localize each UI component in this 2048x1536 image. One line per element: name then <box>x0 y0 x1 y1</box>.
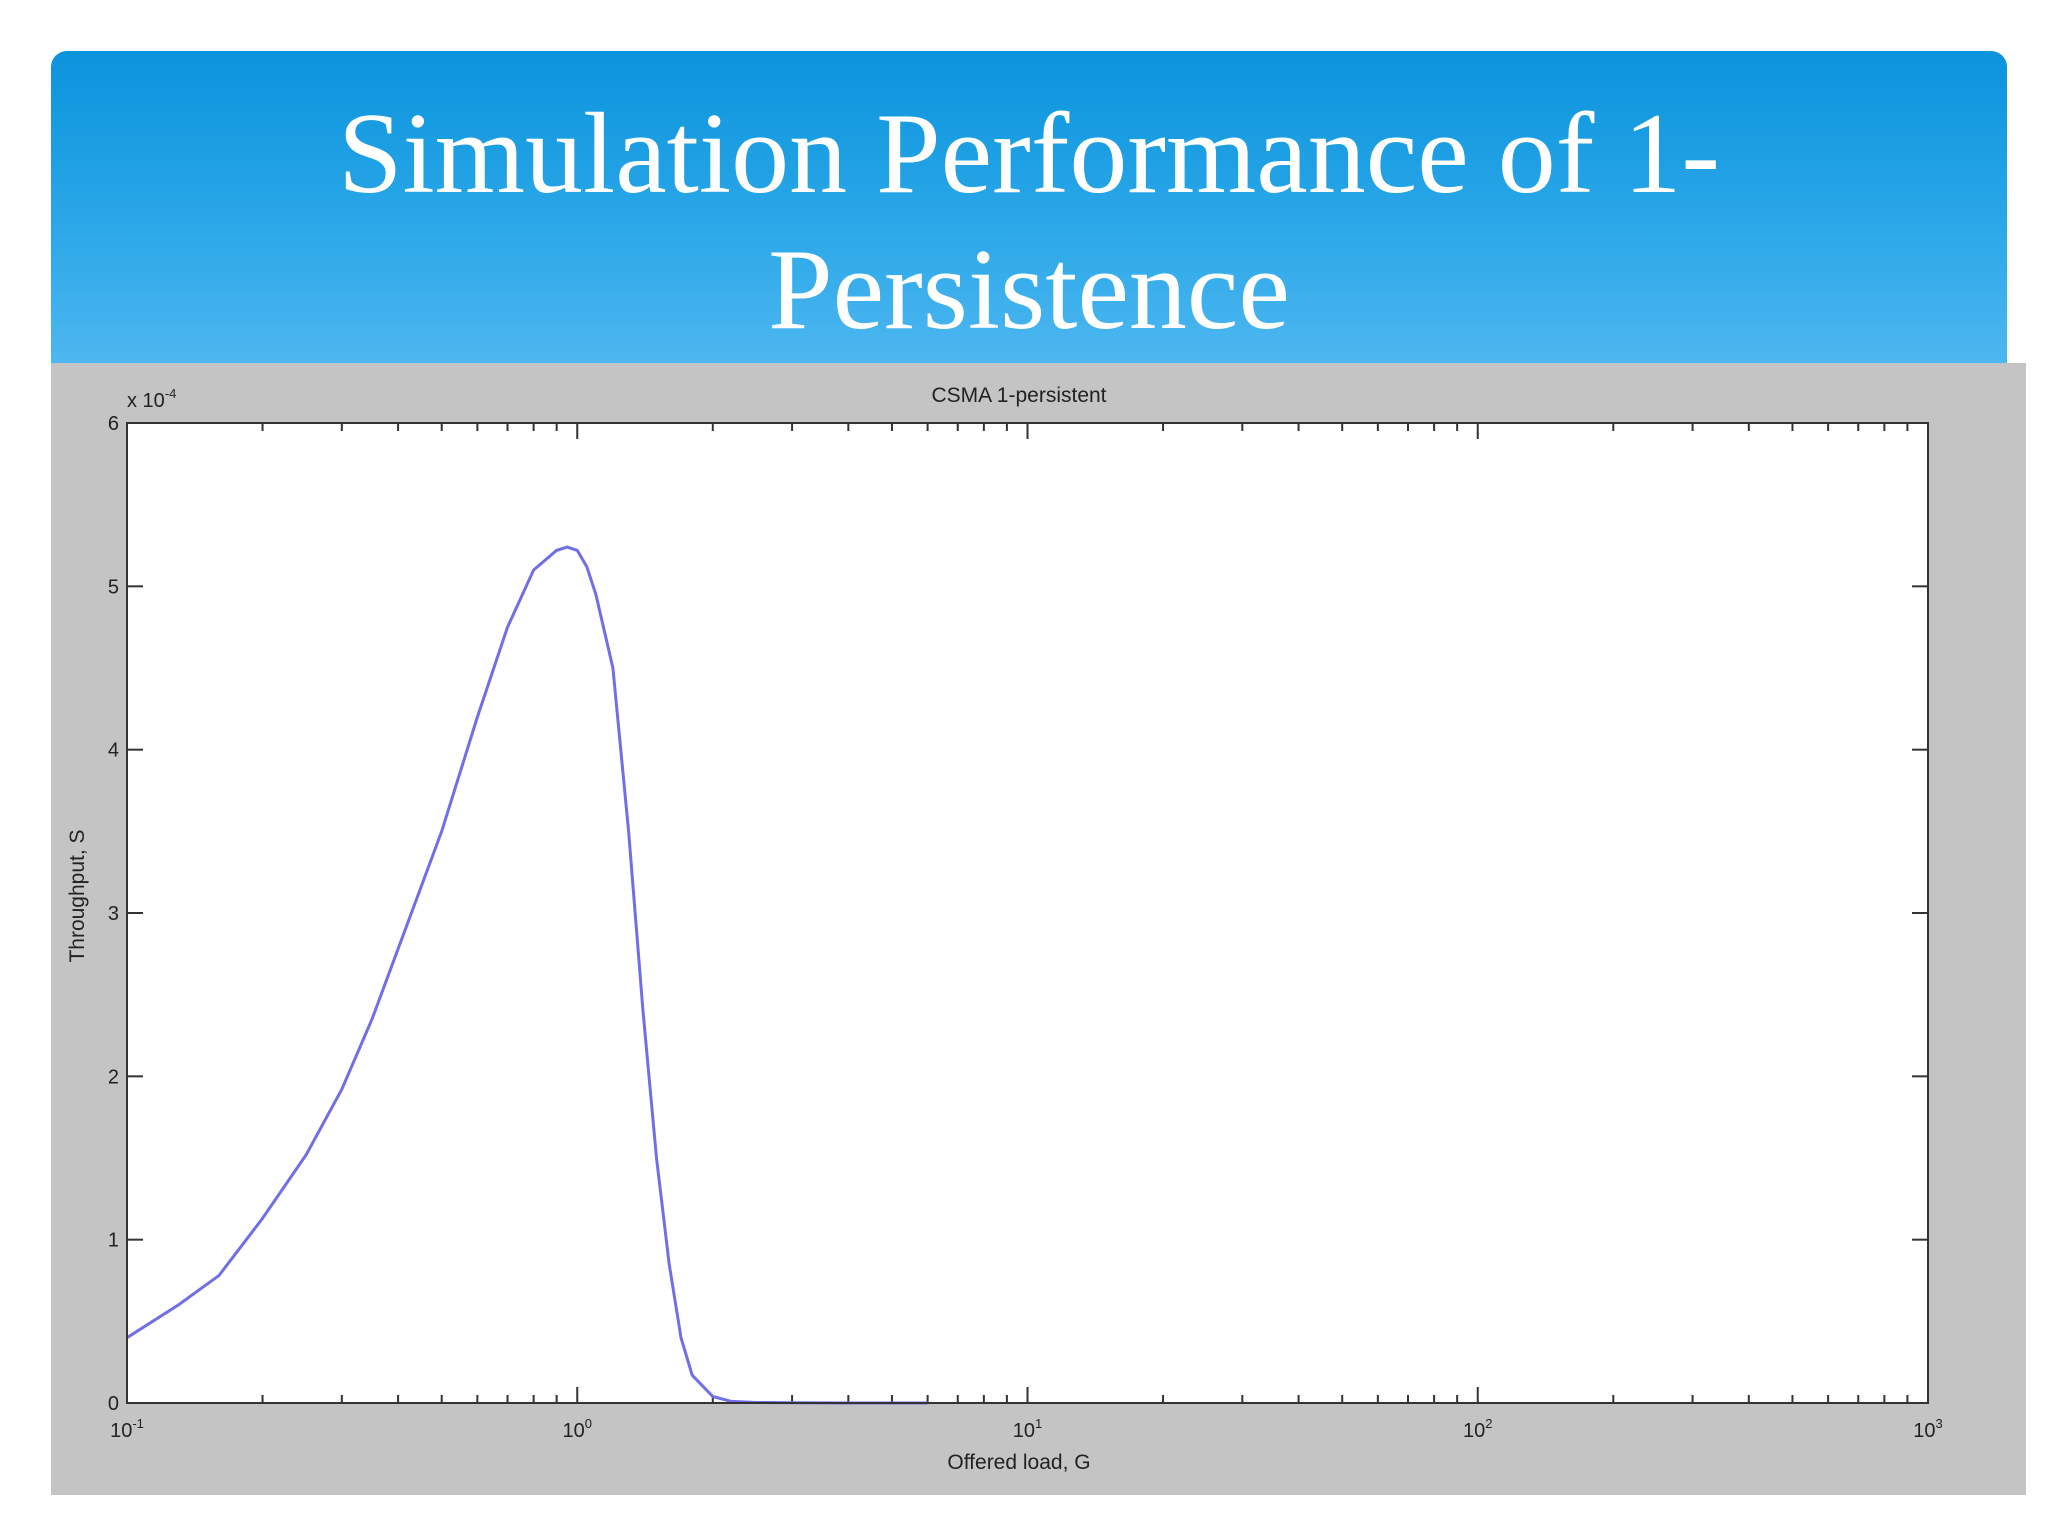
x-tick-label: 101 <box>1013 1416 1042 1442</box>
y-axis-exponent: x 10-4 <box>127 386 176 412</box>
y-tick-label: 1 <box>108 1230 119 1252</box>
title-banner <box>51 51 2007 363</box>
throughput-chart: 10-1 100 101 102 103 0 1 2 3 4 5 6 CSMA 1-persisten… <box>66 384 1943 1474</box>
y-tick-label: 0 <box>108 1393 119 1415</box>
y-tick-label: 3 <box>108 903 119 925</box>
x-tick-label: 102 <box>1463 1416 1492 1442</box>
slide-title: Simulation Performance of 1- Persistence <box>51 86 2007 358</box>
y-axis-label: Throughput, S <box>66 829 89 962</box>
chart-title: CSMA 1-persistent <box>931 384 1106 407</box>
series-line <box>126 545 928 1405</box>
slide-title-line-1: Simulation Performance of 1- <box>338 90 1720 218</box>
x-axis-label: Offered load, G <box>947 1451 1090 1474</box>
figure-panel: 10-1 100 101 102 103 0 1 2 3 4 5 6 CSMA 1-persisten… <box>51 363 2026 1495</box>
plot-area <box>127 423 1928 1403</box>
y-tick-label: 4 <box>108 740 119 762</box>
y-tick-label: 2 <box>108 1066 119 1088</box>
x-tick-label: 100 <box>563 1416 592 1442</box>
plot-frame <box>126 422 1929 1404</box>
x-tick-label: 10-1 <box>110 1416 144 1442</box>
tick-marks <box>126 422 1929 1404</box>
x-tick-label: 103 <box>1913 1416 1942 1442</box>
y-tick-label: 6 <box>108 413 119 435</box>
slide-title-line-2: Persistence <box>768 226 1290 354</box>
y-tick-label: 5 <box>108 576 119 598</box>
tick-labels: 10-1 100 101 102 103 0 1 2 3 4 5 6 <box>108 413 1943 1442</box>
